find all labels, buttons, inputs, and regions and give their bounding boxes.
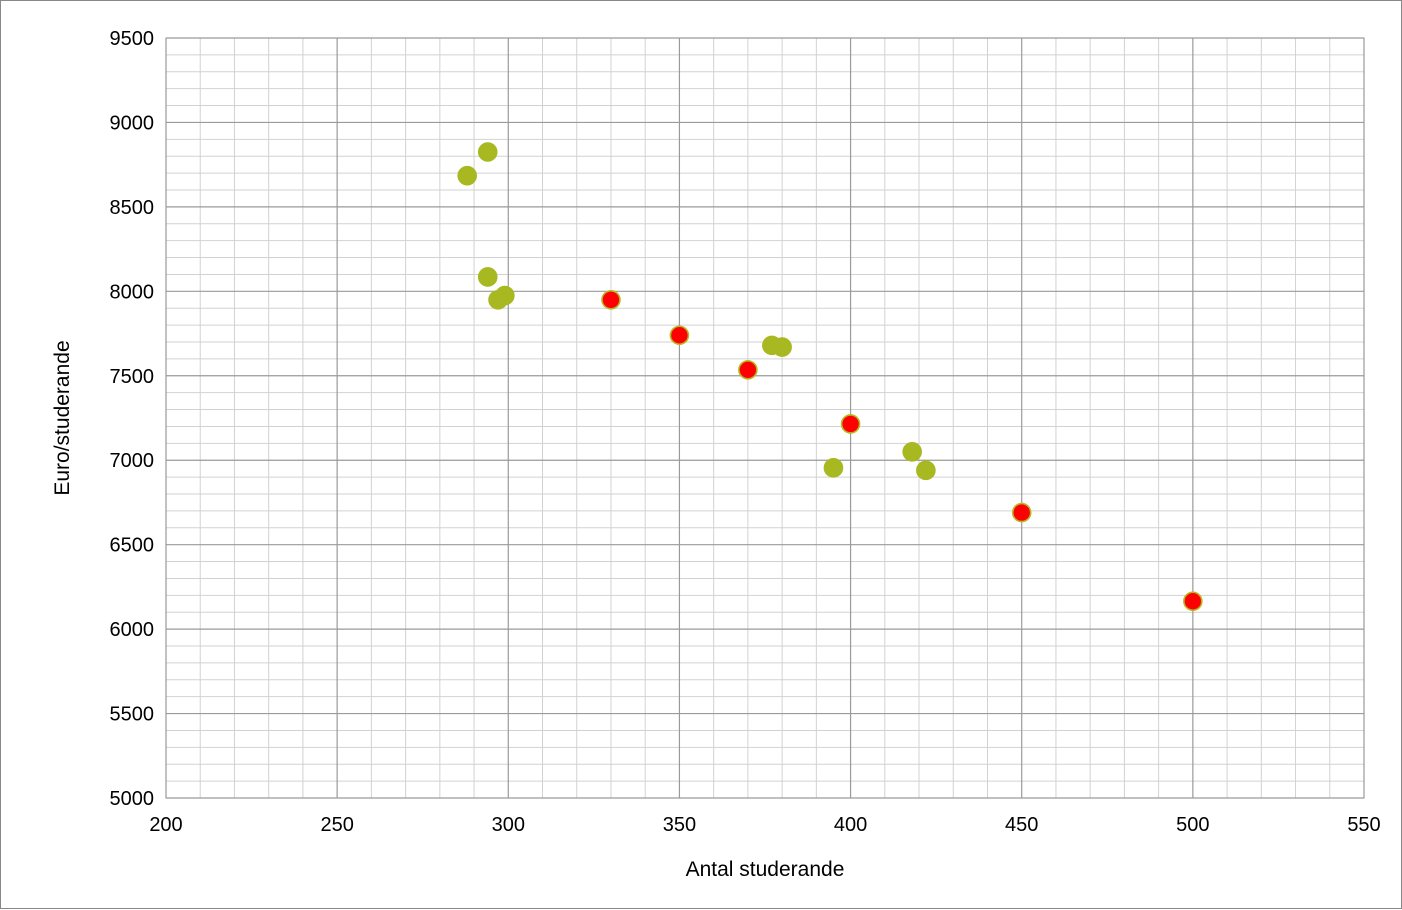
y-tick-label: 8500 [110, 197, 155, 219]
x-tick-label: 250 [320, 814, 353, 836]
data-point-green [903, 443, 921, 461]
major-gridlines [166, 38, 1364, 798]
data-point-green [917, 461, 935, 479]
x-tick-label: 500 [1176, 814, 1209, 836]
data-point-green [479, 268, 497, 286]
data-point-red [602, 291, 620, 309]
data-point-red [739, 361, 757, 379]
y-tick-label: 9000 [110, 112, 155, 134]
plot-area-border [166, 38, 1364, 798]
x-axis-title: Antal studerande [686, 858, 845, 881]
data-point-green [773, 338, 791, 356]
data-point-green [479, 143, 497, 161]
data-point-green [496, 287, 514, 305]
y-axis-title: Euro/studerande [51, 340, 74, 495]
data-point-red [670, 326, 688, 344]
y-tick-label: 8000 [110, 281, 155, 303]
x-tick-label: 200 [149, 814, 182, 836]
x-tick-label: 400 [834, 814, 867, 836]
y-tick-label: 6000 [110, 619, 155, 641]
y-tick-label: 7500 [110, 366, 155, 388]
y-tick-label: 7000 [110, 450, 155, 472]
y-tick-label: 6500 [110, 535, 155, 557]
x-tick-label: 350 [663, 814, 696, 836]
y-tick-label: 5500 [110, 704, 155, 726]
minor-gridlines [166, 38, 1364, 798]
x-tick-label: 550 [1347, 814, 1380, 836]
y-tick-label: 9500 [110, 28, 155, 50]
data-point-red [1013, 504, 1031, 522]
data-point-red [842, 415, 860, 433]
x-axis-tick-labels: 200 250 300 350 400 450 500 550 [149, 814, 1380, 836]
data-point-green [458, 167, 476, 185]
y-axis-tick-labels: 5000 5500 6000 6500 7000 7500 8000 8500 9000 9500 [110, 28, 155, 810]
y-tick-label: 5000 [110, 788, 155, 810]
x-tick-label: 300 [492, 814, 525, 836]
x-tick-label: 450 [1005, 814, 1038, 836]
data-point-red [1184, 592, 1202, 610]
data-point-green [824, 459, 842, 477]
